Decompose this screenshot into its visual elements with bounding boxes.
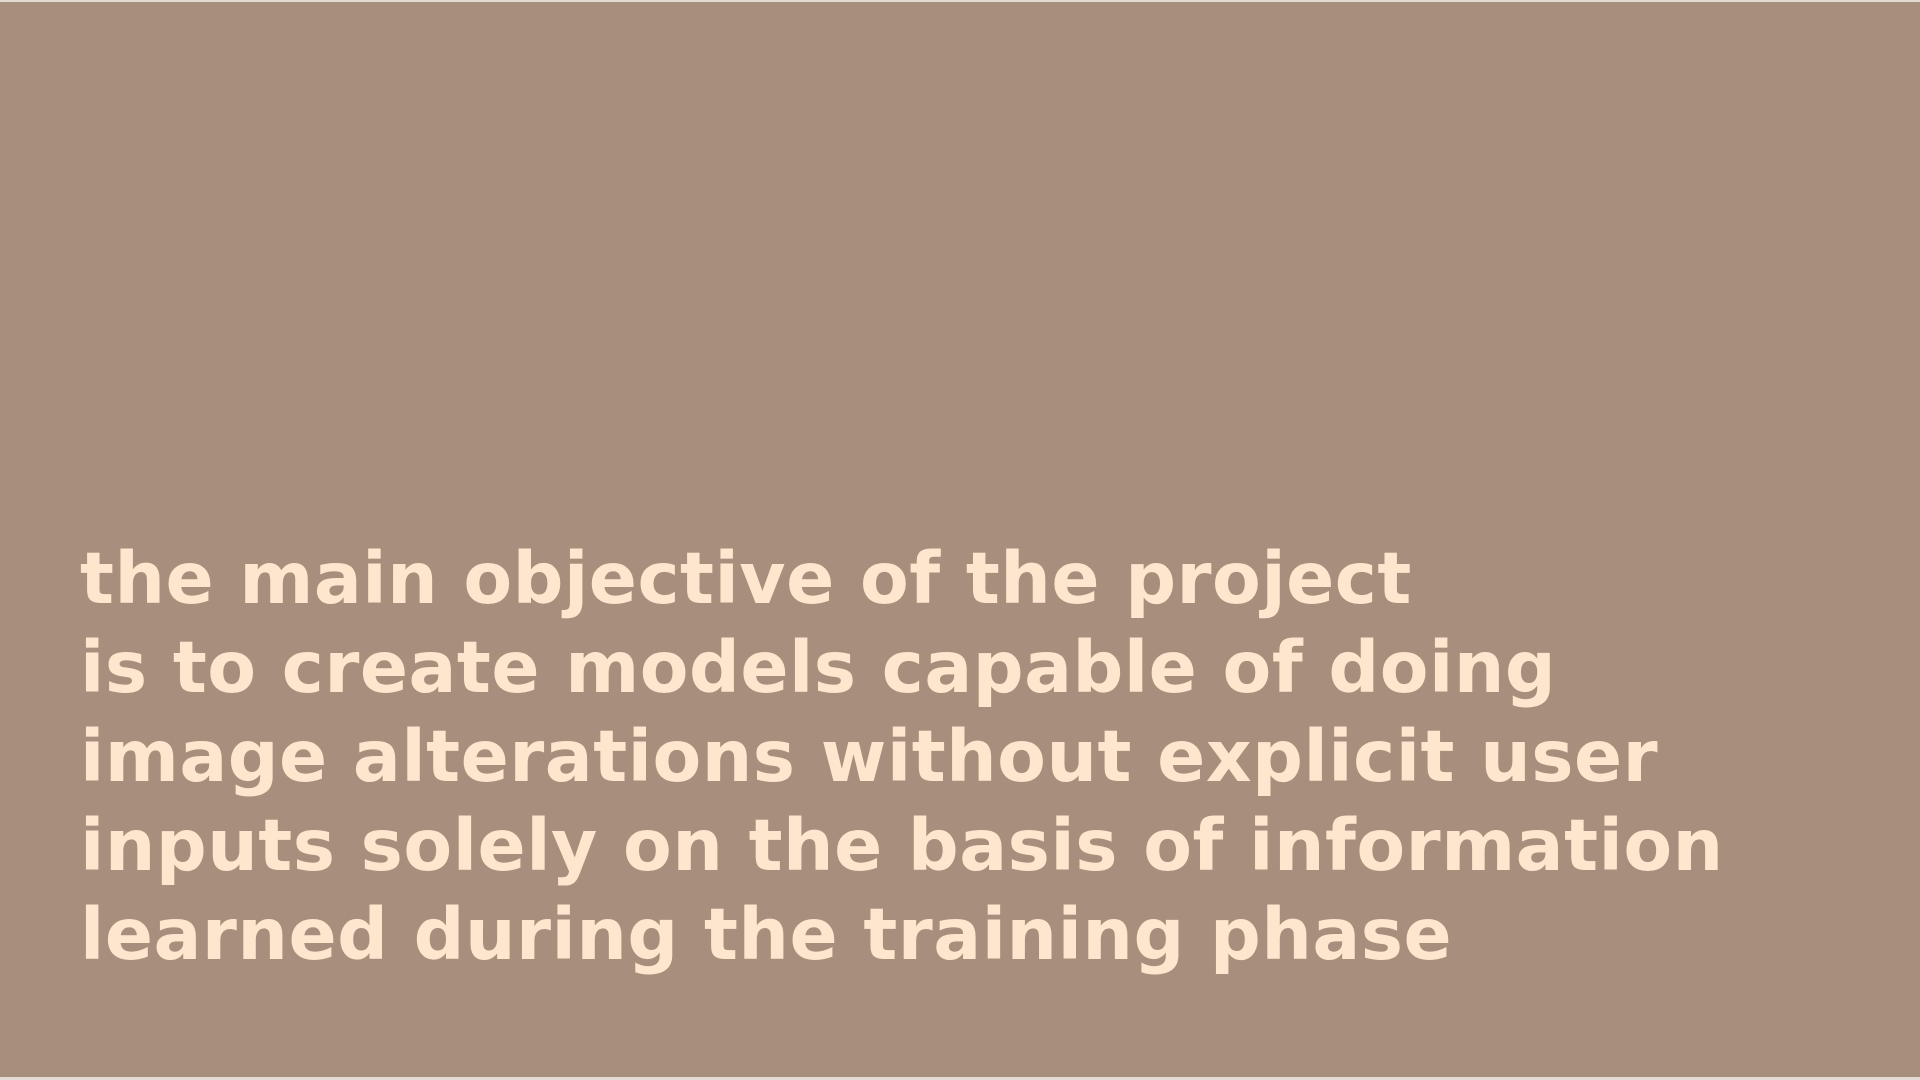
text-line: learned during the training phase xyxy=(80,893,1453,976)
text-line: image alterations without explicit user xyxy=(80,715,1659,798)
text-line: is to create models capable of doing xyxy=(80,626,1557,709)
top-border xyxy=(0,0,1920,2)
text-line: the main objective of the project xyxy=(80,537,1412,620)
objective-text: the main objective of the project is to … xyxy=(80,534,1860,979)
bottom-border xyxy=(0,1077,1920,1080)
text-line: inputs solely on the basis of informatio… xyxy=(80,804,1724,887)
